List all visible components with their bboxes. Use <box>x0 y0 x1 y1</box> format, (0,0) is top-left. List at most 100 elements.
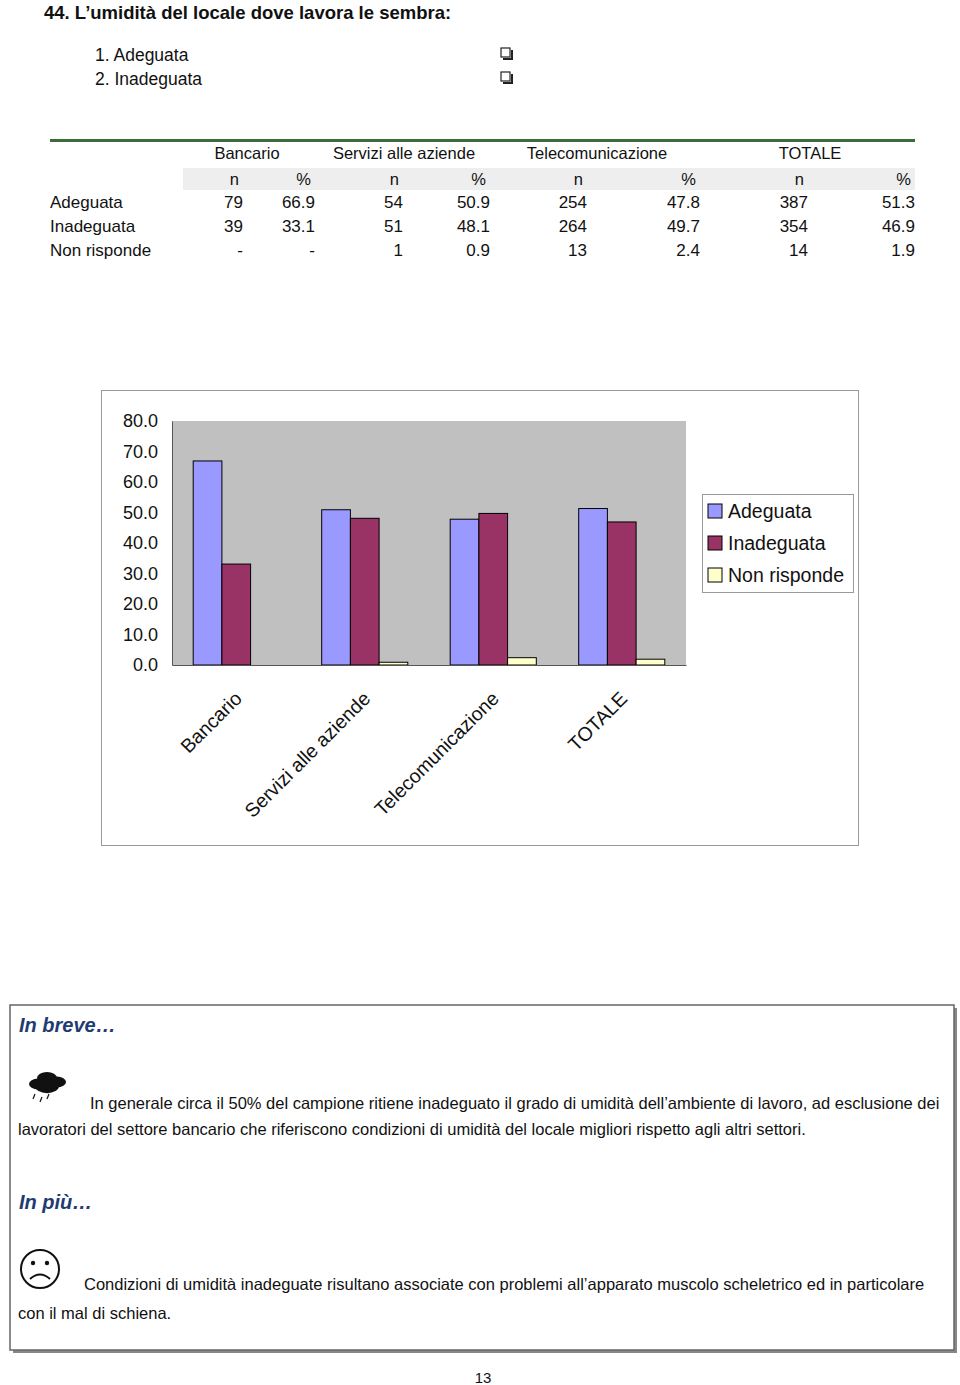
sad-face-icon <box>21 1250 59 1288</box>
section-title: In più… <box>19 1191 92 1213</box>
table-cell: 33.1 <box>282 217 315 236</box>
eye <box>45 1261 49 1265</box>
y-tick: 10.0 <box>123 625 172 645</box>
y-tick-label: 30.0 <box>123 564 158 584</box>
checkbox <box>501 72 512 83</box>
table-subheader-band <box>183 168 915 190</box>
x-tick-label: Servizi alle aziende <box>240 687 374 821</box>
table-cell: 49.7 <box>667 217 700 236</box>
table-cell: - <box>309 241 315 260</box>
legend-label: Adeguata <box>728 500 812 522</box>
x-tick-label: TOTALE <box>563 687 631 755</box>
y-tick-label: 50.0 <box>123 503 158 523</box>
bars <box>193 461 665 665</box>
table-cell: 1 <box>394 241 403 260</box>
cloud-part <box>35 1079 59 1093</box>
checkbox-box <box>501 48 510 57</box>
x-tick: TOTALE <box>563 665 631 755</box>
table-cell: 354 <box>780 217 808 236</box>
table-cell: 54 <box>384 193 403 212</box>
y-tick: 80.0 <box>123 411 172 431</box>
legend-swatch <box>708 536 722 550</box>
checkbox-shadow <box>503 50 512 59</box>
legend-swatch <box>708 504 722 518</box>
table-subheader: % <box>681 170 696 188</box>
y-tick-label: 60.0 <box>123 472 158 492</box>
bar <box>379 662 408 665</box>
bar <box>193 461 222 665</box>
y-tick: 0.0 <box>133 655 172 675</box>
y-tick: 30.0 <box>123 564 172 584</box>
legend-label: Non risponde <box>728 564 844 586</box>
y-tick-label: 10.0 <box>123 625 158 645</box>
table-cell: 39 <box>224 217 243 236</box>
table-row-label: Non risponde <box>50 241 151 260</box>
table-subheader: n <box>230 170 239 188</box>
rain-cloud-icon <box>29 1072 66 1102</box>
y-tick: 40.0 <box>123 533 172 553</box>
legend-swatch <box>708 568 722 582</box>
checkbox <box>501 48 512 59</box>
legend-label: Inadeguata <box>728 532 826 554</box>
section-text: In generale circa il 50% del campione ri… <box>18 1090 944 1142</box>
y-tick-label: 20.0 <box>123 594 158 614</box>
table-cell: 47.8 <box>667 193 700 212</box>
y-tick: 70.0 <box>123 442 172 462</box>
bar <box>636 659 665 665</box>
table-subheader: n <box>390 170 399 188</box>
table-cell: 254 <box>559 193 587 212</box>
bar <box>607 522 636 665</box>
page-number: 13 <box>475 1369 492 1385</box>
y-axis-line <box>172 422 173 666</box>
y-tick: 60.0 <box>123 472 172 492</box>
table-cell: 50.9 <box>457 193 490 212</box>
x-tick-label: Telecomunicazione <box>370 687 503 820</box>
bar <box>479 513 508 665</box>
y-axis: 0.0 10.0 20.0 30.0 40.0 50.0 60.0 70.0 80.0 <box>123 411 173 675</box>
table-cell: 46.9 <box>882 217 915 236</box>
y-tick: 20.0 <box>123 594 172 614</box>
table-cell: 14 <box>789 241 808 260</box>
bar <box>450 519 479 665</box>
table-row-label: Adeguata <box>50 193 123 212</box>
table-row-label: Inadeguata <box>50 217 136 236</box>
checkbox-box <box>501 72 510 81</box>
table-cell: 2.4 <box>676 241 700 260</box>
table-cell: 51 <box>384 217 403 236</box>
table-subheader: % <box>471 170 486 188</box>
option-label: 1. Adeguata <box>95 45 189 65</box>
table-cell: 1.9 <box>891 241 915 260</box>
x-tick-label: Bancario <box>176 687 246 757</box>
x-axis: BancarioServizi alle aziendeTelecomunica… <box>173 665 687 821</box>
section-title: In breve… <box>19 1014 116 1036</box>
table: BancarioServizi alle aziendeTelecomunica… <box>50 139 915 260</box>
x-tick: Bancario <box>176 665 246 757</box>
table-subheader: n <box>574 170 583 188</box>
x-tick: Telecomunicazione <box>370 665 503 820</box>
chart-frame <box>102 391 859 846</box>
table-cell: 48.1 <box>457 217 490 236</box>
option-label: 2. Inadeguata <box>95 69 202 89</box>
table-subheader: n <box>795 170 804 188</box>
rain-drop <box>33 1094 35 1099</box>
table-cell: 66.9 <box>282 193 315 212</box>
legend: Adeguata Inadeguata Non risponde <box>703 495 854 593</box>
y-tick-label: 70.0 <box>123 442 158 462</box>
table-cell: 79 <box>224 193 243 212</box>
y-tick-label: 0.0 <box>133 655 158 675</box>
x-axis-line <box>173 665 687 666</box>
table-cell: 264 <box>559 217 587 236</box>
legend-box <box>703 495 854 593</box>
table-subheader: % <box>896 170 911 188</box>
mouth <box>30 1275 50 1280</box>
bar <box>222 564 251 665</box>
table-cell: 51.3 <box>882 193 915 212</box>
table-cell: 13 <box>568 241 587 260</box>
y-tick-label: 80.0 <box>123 411 158 431</box>
page: 44. L’umidità del locale dove lavora le … <box>0 0 960 1385</box>
y-tick: 50.0 <box>123 503 172 523</box>
question-title: 44. L’umidità del locale dove lavora le … <box>44 2 451 23</box>
section-text: Condizioni di umidità inadeguate risulta… <box>18 1270 944 1328</box>
table-group-header: TOTALE <box>779 144 842 162</box>
table-cell: - <box>237 241 243 260</box>
